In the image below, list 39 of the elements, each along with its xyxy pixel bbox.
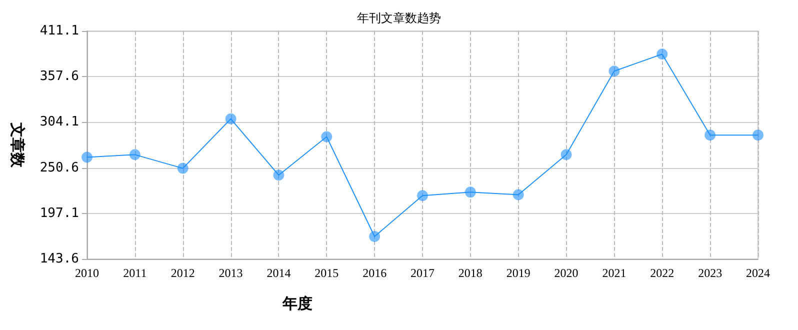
y-tick-label: 250.6 <box>40 160 79 176</box>
point <box>656 48 668 60</box>
point <box>608 66 620 77</box>
point <box>225 113 236 124</box>
point <box>464 186 476 198</box>
x-tick-label: 2022 <box>650 266 674 280</box>
x-tick-label: 2021 <box>602 266 626 280</box>
x-tick-label: 2015 <box>314 266 339 280</box>
point <box>512 189 524 200</box>
point <box>560 149 572 160</box>
point <box>129 149 140 160</box>
x-tick-label: 2012 <box>170 266 195 280</box>
point <box>273 170 284 181</box>
x-tick-label: 2014 <box>266 266 291 280</box>
y-tick-label: 143.6 <box>40 252 79 266</box>
y-tick-label: 411.1 <box>40 24 79 38</box>
chart-title: 年刊文章数趋势 <box>357 11 441 25</box>
point <box>417 190 428 202</box>
x-tick-label: 2017 <box>410 266 434 280</box>
x-tick-label: 2020 <box>554 266 578 280</box>
y-axis-title: 文章数 <box>8 122 26 168</box>
x-tick-label: 2016 <box>362 266 387 280</box>
x-tick-label: 2010 <box>75 266 99 280</box>
x-tick-label: 2018 <box>458 266 482 280</box>
y-tick-label: 357.6 <box>40 69 79 84</box>
x-axis-title: 年度 <box>282 294 312 312</box>
point <box>704 130 716 141</box>
x-tick-label: 2023 <box>698 266 722 280</box>
point <box>177 162 188 174</box>
point <box>82 152 92 163</box>
x-tick-label: 2013 <box>218 266 243 280</box>
x-tick-label: 2024 <box>746 266 770 280</box>
y-tick-label: 197.1 <box>40 206 79 221</box>
x-tick-label: 2019 <box>506 266 530 280</box>
point <box>321 131 332 142</box>
point <box>752 130 764 141</box>
point <box>369 231 380 242</box>
y-tick-label: 304.1 <box>40 114 79 130</box>
x-tick-label: 2011 <box>123 266 147 280</box>
